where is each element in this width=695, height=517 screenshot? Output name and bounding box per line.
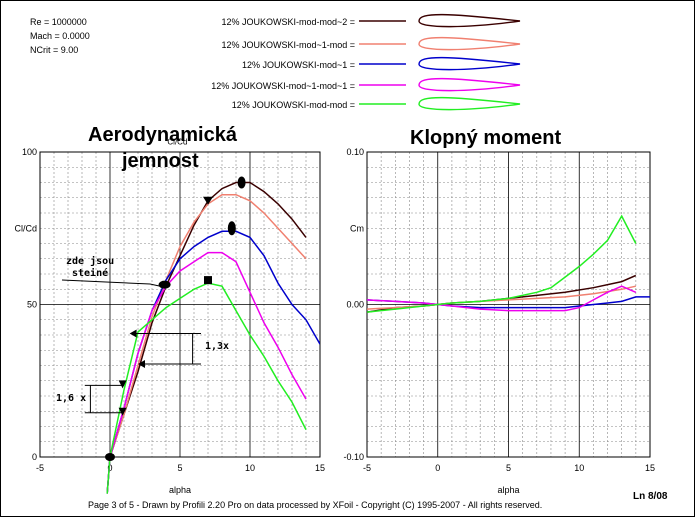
series-line-4 bbox=[367, 285, 637, 312]
legend-airfoil-1 bbox=[418, 13, 521, 28]
title-pitching-moment: Klopný moment bbox=[410, 127, 562, 149]
annotation-same-1: zde jsou bbox=[66, 256, 115, 267]
mach-number: Mach = 0.0000 bbox=[30, 31, 90, 41]
y-tick-label: 0.00 bbox=[346, 300, 364, 310]
x-tick-label: -5 bbox=[36, 463, 44, 473]
x-axis-label: alpha bbox=[169, 485, 191, 495]
arrow-head bbox=[118, 380, 127, 389]
y-tick-label: -0.10 bbox=[343, 452, 364, 462]
x-tick-label: 15 bbox=[315, 463, 325, 473]
series-group bbox=[367, 214, 650, 313]
ncrit-value: NCrit = 9.00 bbox=[30, 45, 79, 55]
y-tick-label: 100 bbox=[22, 147, 37, 157]
footer-credits: Page 3 of 5 - Drawn by Profili 2.20 Pro … bbox=[88, 500, 543, 510]
x-tick-label: 10 bbox=[574, 463, 584, 473]
moment-chart: -5 0 5 10 15 -0.10 0.00 0.10 alpha Cm bbox=[343, 147, 655, 495]
reynolds-number: Re = 1000000 bbox=[30, 17, 87, 27]
page-indicator: Ln 8/08 bbox=[633, 491, 668, 502]
annotation-same-2: steiné bbox=[72, 268, 109, 279]
legend-label-3: 12% JOUKOWSKI-mod~1 = bbox=[241, 60, 355, 70]
x-tick-label: -5 bbox=[363, 463, 371, 473]
plot-border bbox=[366, 151, 651, 458]
annotation-ratio-1-6: 1,6 x bbox=[56, 393, 87, 404]
title-aerodynamic-efficiency: Aerodynamická bbox=[88, 124, 237, 146]
legend-label-2: 12% JOUKOWSKI-mod~1-mod = bbox=[221, 40, 355, 50]
legend-airfoil-4 bbox=[418, 77, 521, 92]
series-line-5 bbox=[367, 214, 637, 313]
series-line-2 bbox=[367, 285, 636, 310]
x-tick-label: 5 bbox=[177, 463, 182, 473]
max-marker-series-2 bbox=[203, 196, 213, 205]
legend-label-4: 12% JOUKOWSKI-mod~1-mod~1 = bbox=[211, 81, 355, 91]
x-tick-label: 0 bbox=[107, 463, 112, 473]
arrow-head bbox=[118, 407, 127, 416]
y-tick-label: 0 bbox=[32, 452, 37, 462]
x-tick-label: 5 bbox=[506, 463, 511, 473]
series-line-4 bbox=[106, 251, 307, 494]
x-tick-label: 10 bbox=[245, 463, 255, 473]
series-line-5 bbox=[106, 282, 307, 494]
y-tick-label: 50 bbox=[27, 300, 37, 310]
intersection-marker bbox=[158, 280, 171, 289]
y-tick-label: 0.10 bbox=[346, 147, 364, 157]
x-tick-label: 15 bbox=[645, 463, 655, 473]
y-axis-label: Cl/Cd bbox=[14, 223, 37, 233]
series-line-2 bbox=[106, 193, 307, 494]
x-axis-label: alpha bbox=[497, 485, 519, 495]
max-marker-series-1 bbox=[237, 176, 246, 189]
leader-line bbox=[61, 279, 161, 287]
legend-airfoil-5 bbox=[418, 96, 521, 111]
y-axis-label: Cm bbox=[350, 223, 364, 233]
arrow-head bbox=[129, 329, 137, 338]
max-marker-series-5 bbox=[204, 276, 212, 285]
plot-border bbox=[39, 151, 321, 458]
efficiency-annotations: Cl/Cd bbox=[61, 137, 246, 461]
origin-marker bbox=[105, 453, 115, 461]
max-marker-series-3 bbox=[227, 221, 236, 236]
legend-label-1: 12% JOUKOWSKI-mod-mod~2 = bbox=[221, 17, 355, 27]
title-aerodynamic-efficiency-line2: jemnost bbox=[122, 150, 199, 172]
legend-airfoil-3 bbox=[418, 56, 521, 71]
annotation-ratio-1-3: 1,3x bbox=[205, 341, 230, 352]
series-group bbox=[106, 181, 320, 494]
x-tick-label: 0 bbox=[435, 463, 440, 473]
legend-label-5: 12% JOUKOWSKI-mod-mod = bbox=[231, 100, 355, 110]
overlapped-axis-label: Cl/Cd bbox=[167, 137, 187, 146]
legend-airfoil-2 bbox=[418, 36, 521, 51]
arrow-head bbox=[138, 359, 145, 368]
